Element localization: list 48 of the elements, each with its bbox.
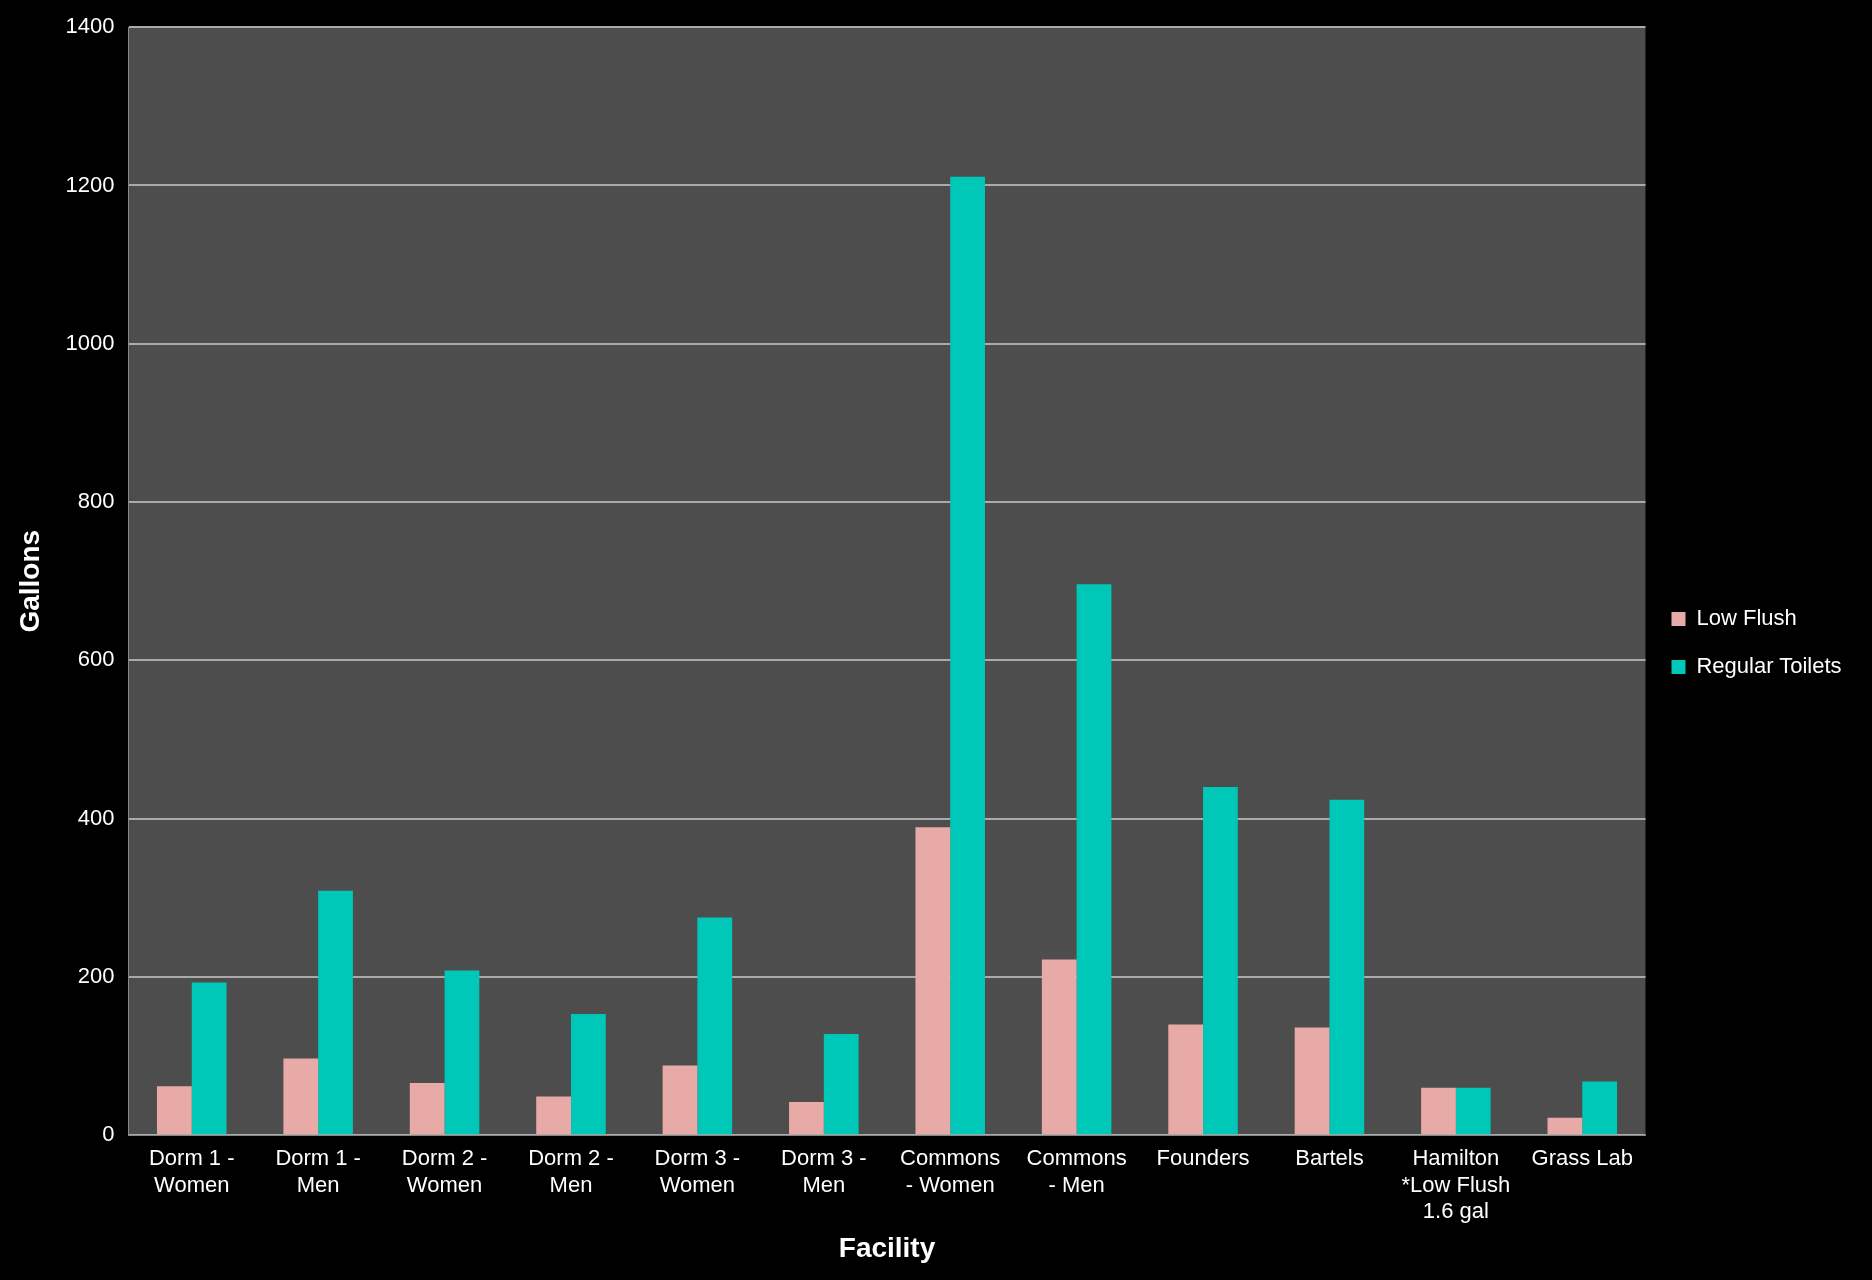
x-tick-label: Founders: [1156, 1145, 1250, 1171]
x-tick-label: Hamilton *Low Flush 1.6 gal: [1401, 1145, 1511, 1224]
bar: [318, 890, 353, 1135]
y-tick-label: 1200: [65, 171, 115, 197]
bar: [1421, 1087, 1456, 1135]
bar: [1582, 1081, 1618, 1135]
bar: [536, 1096, 571, 1135]
bar: [1076, 584, 1112, 1135]
x-tick-label: Dorm 2 - Men: [528, 1145, 614, 1197]
x-tick-label: Dorm 1 - Women: [148, 1145, 235, 1197]
y-tick-label: 200: [77, 962, 115, 988]
bar: [1203, 786, 1238, 1135]
bar: [823, 1033, 859, 1135]
bar: [1329, 799, 1365, 1135]
y-tick-label: 800: [77, 488, 115, 514]
legend-label: Low Flush: [1696, 605, 1797, 631]
bar: [789, 1101, 824, 1135]
bar: [662, 1065, 698, 1135]
x-tick-label: Commons - Men: [1026, 1145, 1127, 1197]
legend-label: Regular Toilets: [1696, 653, 1842, 679]
bar: [1455, 1087, 1491, 1135]
x-tick-label: Dorm 1 - Men: [275, 1145, 361, 1197]
x-axis-title: Facility: [838, 1231, 936, 1263]
bar: [915, 827, 951, 1135]
y-axis-title: Gallons: [13, 529, 45, 633]
bar: [570, 1014, 606, 1135]
y-tick-label: 1000: [65, 329, 115, 355]
bar: [1547, 1117, 1583, 1135]
bar: [191, 982, 227, 1135]
bar: [697, 917, 733, 1135]
bar: [283, 1058, 319, 1135]
bar: [156, 1086, 192, 1135]
y-tick-label: 1400: [65, 13, 115, 39]
x-tick-label: Dorm 3 - Women: [654, 1145, 741, 1197]
bar: [1041, 959, 1077, 1135]
x-tick-label: Commons - Women: [900, 1145, 1001, 1197]
bar: [1294, 1027, 1330, 1135]
x-tick-label: Dorm 3 - Men: [781, 1145, 867, 1197]
x-tick-label: Grass Lab: [1531, 1145, 1634, 1171]
x-tick-label: Bartels: [1295, 1145, 1364, 1171]
bar: [1168, 1024, 1204, 1135]
bar: [950, 176, 985, 1135]
y-tick-label: 0: [102, 1121, 115, 1147]
x-tick-label: Dorm 2 - Women: [401, 1145, 488, 1197]
y-tick-label: 400: [77, 804, 115, 830]
bar: [444, 970, 480, 1135]
y-tick-label: 600: [77, 646, 115, 672]
bar: [409, 1082, 445, 1135]
